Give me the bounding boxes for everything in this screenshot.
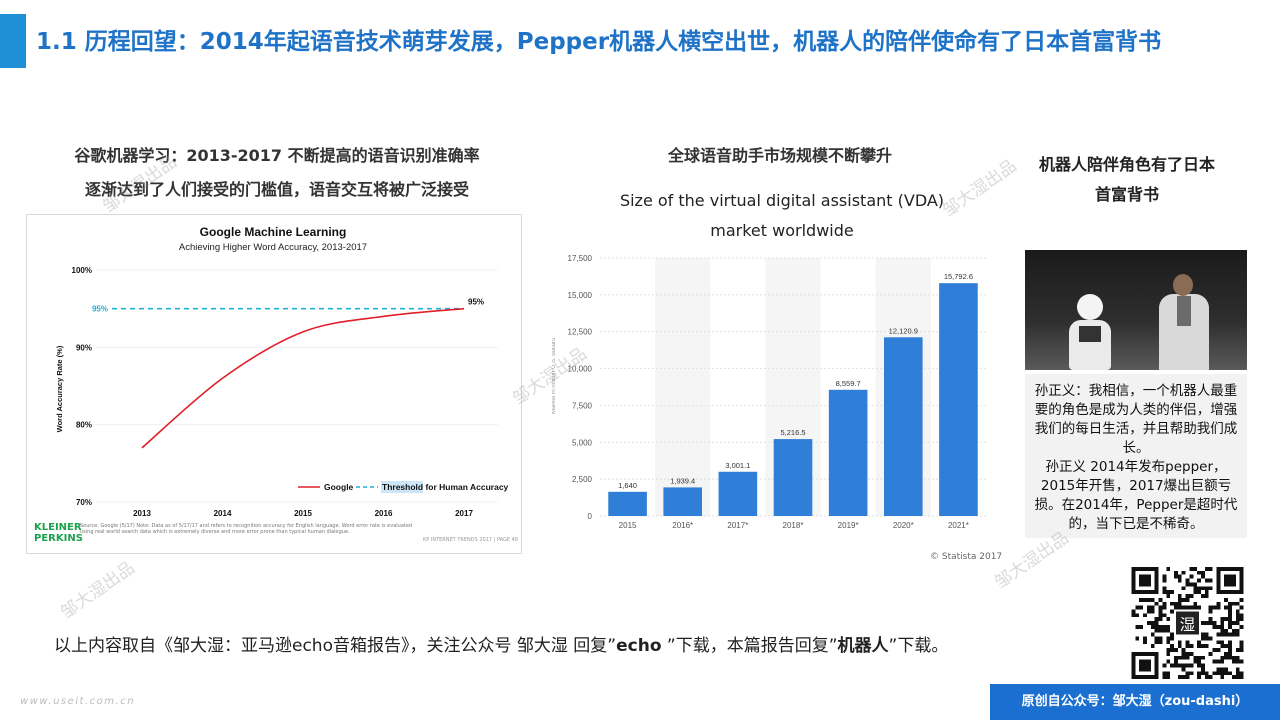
threshold-start-label: 95% bbox=[92, 305, 108, 314]
google-chart-panel bbox=[26, 214, 522, 554]
y-tick-label: 12,500 bbox=[568, 328, 593, 337]
quote-paragraph-2: 孙正义 2014年发布pepper，2015年开售，2017爆出巨额亏损。在20… bbox=[1034, 459, 1238, 532]
y-tick-label: 70% bbox=[76, 498, 92, 507]
bar-value-label: 12,120.9 bbox=[889, 326, 918, 335]
bar-value-label: 3,001.1 bbox=[725, 461, 750, 470]
right-heading-line1: 机器人陪伴角色有了日本 bbox=[1038, 155, 1215, 174]
y-tick-label: 7,500 bbox=[572, 401, 593, 410]
bar-value-label: 15,792.6 bbox=[944, 272, 973, 281]
page-title: 1.1 历程回望：2014年起语音技术萌芽发展，Pepper机器人横空出世，机器… bbox=[36, 29, 1162, 55]
pepper-robot-head bbox=[1077, 294, 1103, 320]
middle-heading: 全球语音助手市场规模不断攀升 bbox=[667, 146, 892, 165]
title-accent-bar bbox=[0, 14, 26, 68]
legend-highlight bbox=[381, 481, 423, 493]
right-heading-line2: 首富背书 bbox=[1094, 185, 1159, 204]
bar bbox=[663, 487, 703, 516]
google-line bbox=[141, 307, 465, 449]
x-tick-label: 2020* bbox=[893, 521, 914, 530]
bar bbox=[608, 491, 647, 516]
bar-value-label: 8,559.7 bbox=[836, 379, 861, 388]
y-tick-label: 5,000 bbox=[572, 438, 593, 447]
footnote-suffix: ”下载。 bbox=[888, 636, 949, 656]
left-heading-line2: 逐渐达到了人们接受的门槛值，语音交互将被广泛接受 bbox=[84, 180, 469, 199]
google-end-label: 95% bbox=[468, 298, 484, 307]
vda-y-axis-label: Market in million U.S. dollars bbox=[552, 338, 557, 414]
y-axis-label: Word Accuracy Rate (%) bbox=[55, 345, 64, 432]
y-tick-label: 90% bbox=[76, 343, 92, 352]
y-tick-label: 10,000 bbox=[568, 365, 593, 374]
column-band bbox=[655, 258, 711, 516]
bar bbox=[883, 337, 923, 516]
right-heading: 机器人陪伴角色有了日本 首富背书 bbox=[1012, 150, 1242, 210]
google-accuracy-chart: Google Machine Learning Achieving Higher… bbox=[55, 225, 509, 518]
statista-credit: © Statista 2017 bbox=[930, 552, 1003, 562]
x-tick-label: 2015 bbox=[619, 521, 637, 530]
y-tick-label: 100% bbox=[72, 266, 92, 275]
bar-value-label: 1,939.4 bbox=[670, 476, 695, 485]
chart-source-note: Source: Google (5/17) Note: Data as of 5… bbox=[80, 523, 413, 535]
bar bbox=[939, 283, 978, 516]
quote-box: 孙正义：我相信，一个机器人最重要的角色是成为人类的伴侣，增强我们的每日生活，并且… bbox=[1025, 374, 1247, 538]
x-tick-label: 2021* bbox=[948, 521, 969, 530]
footnote-keyword-echo: echo bbox=[616, 636, 662, 656]
qr-center-logo: 湿 bbox=[1180, 616, 1195, 634]
y-tick-label: 2,500 bbox=[572, 475, 593, 484]
watermark: 邹大湿出品 bbox=[57, 557, 139, 624]
x-tick-label: 2016 bbox=[375, 509, 393, 518]
y-tick-label: 15,000 bbox=[568, 291, 593, 300]
y-tick-label: 80% bbox=[76, 421, 92, 430]
site-watermark: www.useit.com.cn bbox=[20, 696, 136, 707]
x-tick-label: 2018* bbox=[783, 521, 804, 530]
footnote-keyword-robot: 机器人 bbox=[837, 636, 889, 656]
x-tick-label: 2019* bbox=[838, 521, 859, 530]
x-tick-label: 2016* bbox=[672, 521, 693, 530]
bar bbox=[828, 389, 868, 516]
vda-bar-chart: 0 2,500 5,000 7,500 10,000 12,500 15,000 17,500… bbox=[552, 254, 986, 530]
y-tick-label: 0 bbox=[588, 512, 593, 521]
x-tick-label: 2017* bbox=[727, 521, 748, 530]
qr-code[interactable]: 湿 bbox=[1129, 567, 1246, 679]
footnote-prefix: 以上内容取自《邹大湿：亚马逊echo音箱报告》，关注公众号 邹大湿 回复” bbox=[54, 636, 617, 656]
x-tick-label: 2017 bbox=[455, 509, 473, 518]
chart-subtitle: Achieving Higher Word Accuracy, 2013-201… bbox=[179, 242, 367, 253]
bar bbox=[718, 471, 758, 516]
y-tick-label: 17,500 bbox=[568, 254, 593, 263]
quote-paragraph-1: 孙正义：我相信，一个机器人最重要的角色是成为人类的伴侣，增强我们的每日生活，并且… bbox=[1034, 383, 1238, 456]
bar-value-label: 5,216.5 bbox=[780, 428, 805, 437]
origin-badge: 原创自公众号：邹大湿（zou-dashi） bbox=[990, 684, 1280, 720]
x-tick-label: 2015 bbox=[294, 509, 312, 518]
kleiner-perkins-logo: KLEINER PERKINS bbox=[34, 522, 83, 544]
presenter-head bbox=[1173, 274, 1193, 296]
bar-value-label: 1,640 bbox=[618, 481, 637, 490]
chart-title: Google Machine Learning bbox=[200, 225, 347, 239]
pepper-robot-tablet bbox=[1079, 326, 1101, 342]
vda-title-line2: market worldwide bbox=[710, 221, 854, 240]
logo-line2: PERKINS bbox=[34, 533, 83, 544]
vda-chart-title: Size of the virtual digital assistant (V… bbox=[596, 186, 968, 246]
presenter-shirt bbox=[1177, 296, 1191, 326]
x-tick-label: 2014 bbox=[214, 509, 232, 518]
footnote: 以上内容取自《邹大湿：亚马逊echo音箱报告》，关注公众号 邹大湿 回复”ech… bbox=[54, 631, 948, 656]
chart-footer: KP INTERNET TRENDS 2017 | PAGE 48 bbox=[423, 537, 518, 543]
pepper-stage-photo bbox=[1025, 250, 1247, 370]
footnote-middle: ”下载，本篇报告回复” bbox=[661, 636, 838, 656]
legend-google-label: Google bbox=[324, 482, 354, 492]
legend-threshold-label: Threshold for Human Accuracy bbox=[382, 482, 509, 492]
x-tick-label: 2013 bbox=[133, 509, 151, 518]
bar bbox=[773, 439, 813, 516]
logo-line1: KLEINER bbox=[34, 522, 82, 533]
left-heading-line1: 谷歌机器学习：2013-2017 不断提高的语音识别准确率 bbox=[74, 146, 480, 165]
vda-title-line1: Size of the virtual digital assistant (V… bbox=[619, 191, 945, 210]
